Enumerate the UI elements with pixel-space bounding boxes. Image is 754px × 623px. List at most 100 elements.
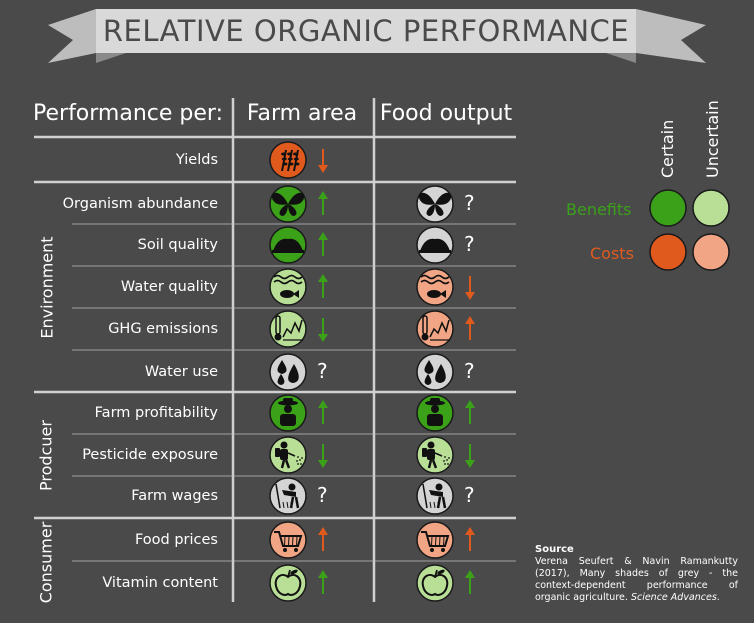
spray-dot: [296, 460, 298, 462]
plant: [433, 501, 436, 509]
plant: [437, 501, 440, 509]
spray-dot: [443, 460, 445, 462]
wheat-grain: [293, 157, 299, 161]
source-journal: Science Advances: [630, 592, 717, 603]
cart-frame: [421, 531, 450, 547]
banner-left-fold: [96, 53, 126, 63]
column-header-farm-area: Farm area: [246, 101, 358, 126]
butterfly-wing: [426, 204, 435, 216]
wheat-grain: [281, 157, 287, 161]
row-label: Pesticide exposure: [82, 447, 218, 463]
butterfly-wing: [288, 192, 305, 205]
farm-marker-soil-icon: [269, 226, 307, 264]
row-label: Water quality: [120, 279, 218, 295]
arrow-head: [318, 334, 328, 342]
hat-top: [430, 398, 440, 403]
wheat-grain: [287, 152, 292, 156]
cart-bar: [439, 535, 441, 547]
spray-dot: [446, 459, 448, 461]
soil-mound: [273, 238, 303, 251]
plant: [286, 501, 289, 509]
farm-marker-water-drops-icon: [269, 353, 307, 391]
food-marker-worker-icon: [416, 477, 454, 515]
drop: [288, 364, 299, 383]
farm-marker-worker-icon: [269, 477, 307, 515]
tank: [275, 448, 280, 457]
head: [280, 441, 288, 449]
down-arrow: [465, 276, 475, 300]
apple-leaf: [290, 569, 298, 575]
group-label-producer: Prodcuer: [36, 420, 56, 491]
emission-line: [282, 319, 303, 338]
spray-dot: [448, 457, 450, 459]
food-marker-water-drops-icon: [416, 353, 454, 391]
row-label: Soil quality: [137, 237, 218, 253]
apple-outline: [274, 574, 302, 596]
legend-benefit-uncertain: [692, 189, 730, 227]
cart-bar: [296, 535, 298, 547]
legend-cost-uncertain: [692, 233, 730, 271]
bent-body: [282, 490, 296, 497]
drop: [435, 364, 446, 383]
unknown-question-mark: ?: [464, 191, 475, 215]
up-arrow: [465, 527, 475, 551]
farm-marker-apple-icon: [269, 564, 307, 602]
drop: [277, 360, 287, 374]
farm-marker-thermometer-icon: [269, 310, 307, 348]
unknown-question-mark: ?: [464, 232, 475, 256]
legend-benefit-certain: [649, 189, 687, 227]
butterfly-wing: [435, 204, 444, 216]
down-arrow: [318, 149, 328, 173]
food-marker-farmer-icon: [416, 394, 454, 432]
arrow-head: [318, 165, 328, 173]
unknown-question-mark: ?: [464, 483, 475, 507]
food-marker-thermometer-icon: [416, 310, 454, 348]
leg: [441, 496, 447, 509]
wheat-grain: [281, 152, 286, 156]
cart-bar: [288, 535, 290, 547]
performance-per-label: Performance per:: [33, 101, 223, 126]
banner-right-fold: [606, 53, 636, 63]
wand: [434, 452, 443, 457]
body: [427, 414, 443, 426]
leg: [280, 459, 286, 469]
up-arrow: [318, 191, 328, 215]
marker-circle: [269, 353, 307, 391]
bent-body: [429, 490, 443, 497]
arrow-head: [465, 316, 475, 324]
arrow-head: [465, 400, 475, 408]
legend-costs-label: Costs: [590, 244, 634, 263]
leg: [284, 459, 291, 469]
arrow-head: [465, 570, 475, 578]
cart-bar: [435, 535, 437, 547]
cart-bar: [443, 535, 445, 547]
row-label: Farm profitability: [94, 405, 218, 421]
drop: [424, 374, 432, 385]
up-arrow: [318, 527, 328, 551]
marker-circle: [416, 268, 454, 306]
apple-outline: [421, 574, 449, 596]
body: [280, 414, 296, 426]
marker-circle: [269, 141, 307, 179]
down-arrow: [318, 444, 328, 468]
arrow-head: [318, 191, 328, 199]
wheat-grain: [287, 157, 293, 161]
leg: [294, 496, 300, 509]
head: [431, 405, 439, 413]
unknown-question-mark: ?: [317, 483, 328, 507]
tank: [422, 448, 427, 457]
wheat-grain: [294, 162, 300, 166]
up-arrow: [318, 274, 328, 298]
fish-tail: [293, 290, 299, 298]
down-arrow: [465, 444, 475, 468]
source-title: Source: [535, 544, 574, 555]
up-arrow: [465, 316, 475, 340]
cart-frame: [274, 531, 303, 547]
apple-stem: [287, 569, 291, 578]
fish-tail: [440, 290, 446, 298]
arrow-head: [318, 460, 328, 468]
arrow-head: [465, 527, 475, 535]
body: [280, 449, 288, 460]
wave-line: [273, 279, 303, 285]
row-label: GHG emissions: [108, 321, 218, 337]
